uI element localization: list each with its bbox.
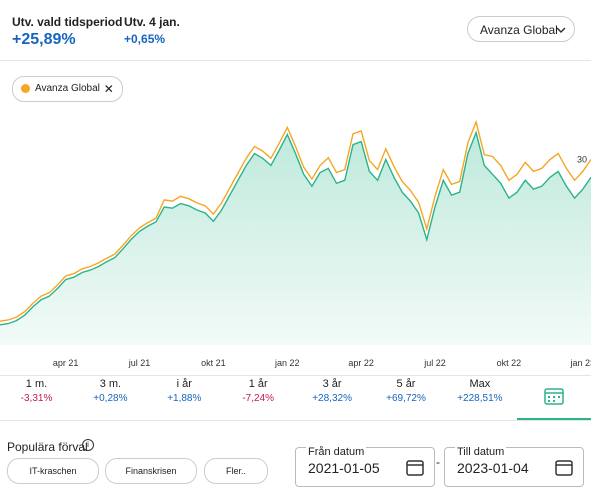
period-tab[interactable]: 3 år +28,32% (296, 378, 369, 420)
date-value: 2021-01-05 (308, 460, 380, 476)
x-tick-label: jan 22 (274, 358, 300, 368)
x-tick-label: jan 23 (570, 358, 591, 368)
period-tab[interactable]: 1 m. -3,31% (0, 378, 73, 420)
stat-value: +25,89% (12, 31, 76, 48)
period-change: +228,51% (457, 393, 503, 404)
period-tab[interactable]: 1 år -7,24% (222, 378, 295, 420)
period-change: +0,28% (93, 393, 128, 404)
divider (0, 420, 591, 421)
series-line (0, 119, 591, 322)
stat-label: Utv. 4 jan. (124, 15, 180, 29)
dropdown-text: Avanza Global (480, 23, 558, 37)
area (0, 132, 591, 345)
info-icon[interactable]: i (82, 439, 94, 451)
x-tick-label: apr 22 (348, 358, 374, 368)
period-label: 5 år (396, 378, 416, 390)
stat-label: Utv. vald tidsperiod (12, 15, 123, 29)
period-label: 3 år (322, 378, 342, 390)
instrument-dropdown[interactable]: Avanza Global (467, 16, 575, 42)
x-tick-label: apr 21 (53, 358, 79, 368)
legend-dot (21, 84, 30, 93)
period-change: +1,88% (167, 393, 202, 404)
period-change: +69,72% (386, 393, 426, 404)
x-tick-label: okt 22 (497, 358, 522, 368)
period-label: i år (176, 378, 192, 390)
x-tick-label: jul 22 (423, 358, 446, 368)
preset-button[interactable]: Fler.. (204, 458, 268, 484)
divider (0, 60, 591, 61)
date-value: 2023-01-04 (457, 460, 529, 476)
chevron (556, 27, 566, 34)
period-label: Max (469, 378, 491, 390)
dash: - (436, 455, 440, 469)
calendar-tab[interactable] (517, 378, 591, 420)
period-change: +28,32% (312, 393, 352, 404)
period-label: 1 m. (25, 378, 48, 390)
y-tick-label: 30 (577, 154, 587, 164)
period-tab[interactable]: i år +1,88% (148, 378, 221, 420)
date-field[interactable]: Från datum 2021-01-05 (295, 446, 435, 487)
date-field[interactable]: Till datum 2023-01-04 (444, 446, 584, 487)
period-tab[interactable]: Max +228,51% (443, 378, 516, 420)
presets-title: Populära förval (7, 440, 88, 454)
preset-button[interactable]: Finanskrisen (105, 458, 197, 484)
calendar-icon (555, 460, 573, 476)
period-tab[interactable]: 5 år +69,72% (370, 378, 443, 420)
period-change: -3,31% (20, 393, 53, 404)
period-label: 3 m. (99, 378, 122, 390)
date-label: Till datum (455, 446, 507, 458)
preset-button[interactable]: IT-kraschen (7, 458, 99, 484)
x-tick-label: jul 21 (128, 358, 151, 368)
date-label: Från datum (306, 446, 367, 458)
period-change: -7,24% (242, 393, 275, 404)
divider (0, 375, 591, 376)
legend-text: Avanza Global (35, 83, 100, 94)
period-label: 1 år (248, 378, 268, 390)
calendar-icon (544, 388, 564, 405)
legend-chip[interactable]: Avanza Global ✕ (12, 76, 123, 102)
stat-value: +0,65% (124, 32, 166, 46)
x-tick-label: okt 21 (201, 358, 226, 368)
period-tab[interactable]: 3 m. +0,28% (74, 378, 147, 420)
calendar-icon (406, 460, 424, 476)
series-line (0, 130, 591, 326)
close-icon: ✕ (103, 82, 114, 96)
